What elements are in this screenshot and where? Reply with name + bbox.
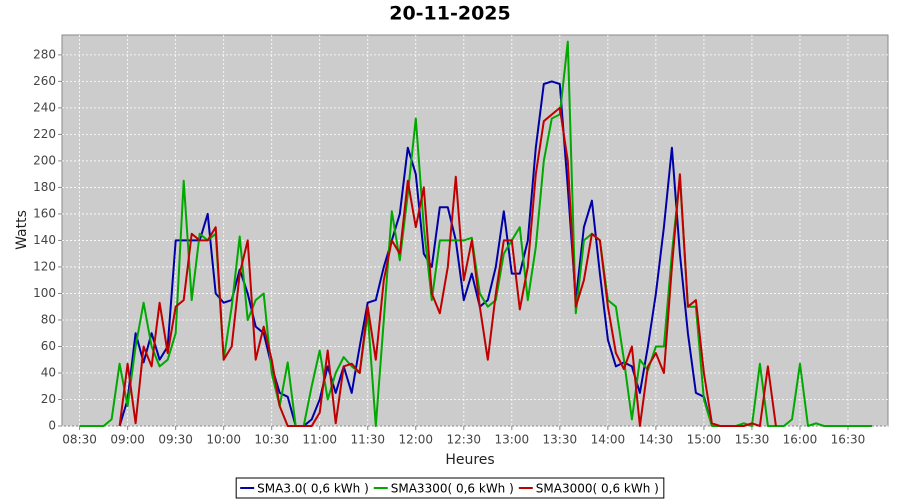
x-tick-label: 15:00 xyxy=(687,433,722,447)
legend-label: SMA3300( 0,6 kWh ) xyxy=(391,482,514,496)
y-tick-label: 60 xyxy=(41,339,56,353)
y-tick-label: 240 xyxy=(33,100,56,114)
x-tick-label: 12:30 xyxy=(446,433,481,447)
x-tick-label: 13:30 xyxy=(543,433,578,447)
series-line xyxy=(118,80,713,427)
x-tick-label: 15:30 xyxy=(735,433,770,447)
y-tick-label: 120 xyxy=(33,259,56,273)
x-tick-label: 14:00 xyxy=(591,433,626,447)
y-tick-label: 80 xyxy=(41,312,56,326)
y-tick-label: 180 xyxy=(33,180,56,194)
y-tick-label: 100 xyxy=(33,286,56,300)
y-tick-label: 140 xyxy=(33,233,56,247)
y-tick-label: 20 xyxy=(41,392,56,406)
x-axis-label: Heures xyxy=(445,452,494,468)
legend: SMA3.0( 0,6 kWh ) SMA3300( 0,6 kWh ) SMA30… xyxy=(235,477,665,499)
x-tick-label: 09:30 xyxy=(158,433,193,447)
y-tick-label: 0 xyxy=(48,419,56,433)
x-tick-label: 13:00 xyxy=(495,433,530,447)
series-line xyxy=(118,106,777,427)
legend-box xyxy=(235,477,665,499)
x-tick-label: 09:00 xyxy=(110,433,145,447)
x-tick-label: 10:00 xyxy=(206,433,241,447)
x-tick-label: 11:30 xyxy=(350,433,385,447)
y-tick-label: 200 xyxy=(33,153,56,167)
y-tick-label: 160 xyxy=(33,206,56,220)
y-axis-label: Watts xyxy=(14,210,30,250)
y-tick-label: 40 xyxy=(41,365,56,379)
x-tick-label: 12:00 xyxy=(398,433,433,447)
x-tick-label: 11:00 xyxy=(302,433,337,447)
y-tick-label: 220 xyxy=(33,127,56,141)
plot-area xyxy=(61,34,889,427)
y-tick-label: 280 xyxy=(33,47,56,61)
x-tick-label: 10:30 xyxy=(254,433,289,447)
legend-label: SMA3.0( 0,6 kWh ) xyxy=(257,482,369,496)
legend-label: SMA3000( 0,6 kWh ) xyxy=(536,482,659,496)
y-tick-label: 260 xyxy=(33,74,56,88)
x-tick-label: 16:30 xyxy=(831,433,866,447)
x-tick-label: 08:30 xyxy=(62,433,97,447)
x-tick-label: 14:30 xyxy=(639,433,674,447)
x-tick-label: 16:00 xyxy=(783,433,818,447)
chart-title: 20-11-2025 xyxy=(389,3,511,25)
